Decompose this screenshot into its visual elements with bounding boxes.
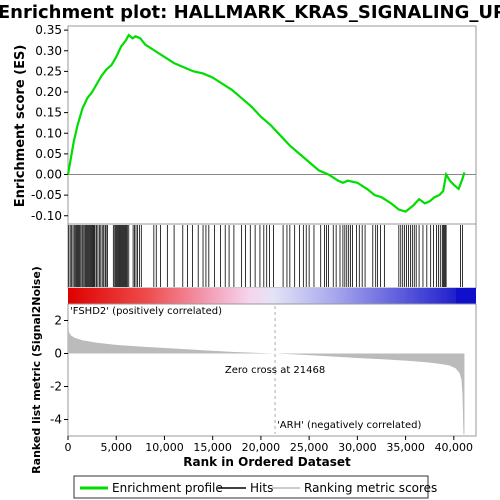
- positive-correlation-label: 'FSHD2' (positively correlated): [70, 306, 222, 317]
- x-tick-label: 10,000: [145, 441, 184, 454]
- x-tick-label: 20,000: [242, 441, 281, 454]
- metric-y-tick-label: -4: [50, 413, 62, 427]
- chart-title: Enrichment plot: HALLMARK_KRAS_SIGNALING…: [0, 2, 500, 23]
- legend-hits-label: Hits: [250, 481, 273, 495]
- es-y-tick-label: 0.20: [35, 85, 62, 99]
- es-y-tick-label: 0.30: [35, 44, 62, 58]
- x-tick-label: 25,000: [290, 441, 329, 454]
- enrichment-profile-line: [66, 33, 466, 213]
- legend-metric-label: Ranking metric scores: [304, 481, 437, 495]
- es-y-axis: -0.10 -0.05 0.00 0.05 0.10 0.15 0.20 0.25 0.30 0.…: [31, 23, 68, 223]
- metric-y-tick-label: -2: [50, 380, 62, 394]
- es-y-tick-label: -0.05: [31, 188, 62, 202]
- x-axis: 0 5,000 10,000 15,000 20,000 25,000 30,000 35,0…: [65, 436, 474, 454]
- es-y-axis-label: Enrichment score (ES): [13, 45, 28, 208]
- es-y-tick-label: 0.05: [35, 147, 62, 161]
- es-y-tick-label: 0.10: [35, 126, 62, 140]
- x-tick-label: 0: [65, 441, 72, 454]
- es-y-tick-label: -0.10: [31, 209, 62, 223]
- hits-lines: [68, 225, 463, 287]
- metric-panel: Zero cross at 21468 'FSHD2' (positively …: [30, 266, 477, 474]
- x-axis-label: Rank in Ordered Dataset: [183, 455, 351, 469]
- rank-color-bar: [68, 288, 476, 304]
- x-tick-label: 40,000: [435, 441, 474, 454]
- metric-y-tick-label: 0: [54, 347, 62, 361]
- x-tick-label: 5,000: [100, 441, 132, 454]
- x-tick-label: 35,000: [386, 441, 425, 454]
- legend: Enrichment profile Hits Ranking metric s…: [73, 475, 437, 499]
- es-y-tick-label: 0.15: [35, 106, 62, 120]
- negative-correlation-label: 'ARH' (negatively correlated): [277, 420, 421, 431]
- metric-y-axis-label: Ranked list metric (Signal2Noise): [30, 266, 43, 474]
- color-bar-fill: [68, 288, 456, 304]
- hits-panel-frame: [67, 223, 477, 289]
- color-bar-end: [456, 288, 476, 304]
- es-y-tick-label: 0.35: [35, 23, 62, 37]
- es-y-tick-label: 0.00: [35, 168, 62, 182]
- x-tick-label: 30,000: [338, 441, 377, 454]
- es-panel: -0.10 -0.05 0.00 0.05 0.10 0.15 0.20 0.25 0.30 0.…: [13, 23, 477, 225]
- zero-cross-label: Zero cross at 21468: [225, 365, 325, 376]
- hits-panel: [67, 223, 477, 289]
- ranking-metric-area: [68, 320, 465, 435]
- es-y-tick-label: 0.25: [35, 64, 62, 78]
- legend-profile-label: Enrichment profile: [112, 481, 223, 495]
- metric-panel-frame: [67, 303, 477, 437]
- x-tick-label: 15,000: [193, 441, 232, 454]
- legend-box: [73, 475, 429, 499]
- metric-y-tick-label: 2: [54, 314, 62, 328]
- metric-y-axis: -4 -2 0 2: [50, 314, 68, 427]
